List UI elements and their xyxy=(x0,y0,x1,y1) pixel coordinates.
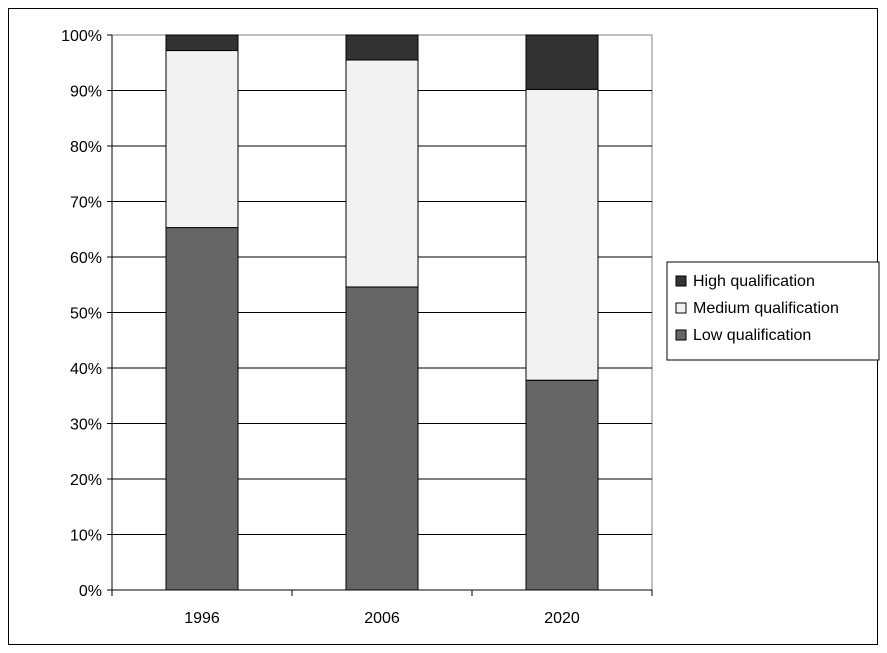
legend-label: Low qualification xyxy=(693,327,811,344)
bar-segment xyxy=(165,34,239,52)
y-tick-label: 20% xyxy=(70,472,102,489)
legend-swatch xyxy=(675,329,687,341)
y-tick-label: 10% xyxy=(70,528,102,545)
y-tick-label: 40% xyxy=(70,361,102,378)
legend-swatch xyxy=(675,275,687,287)
bar-segment xyxy=(165,227,239,591)
bar-segment xyxy=(345,34,419,61)
y-tick-label: 60% xyxy=(70,250,102,267)
y-tick-label: 50% xyxy=(70,306,102,323)
bar-segment xyxy=(525,88,599,381)
bar-segment xyxy=(345,286,419,591)
y-tick-label: 30% xyxy=(70,417,102,434)
legend-label: High qualification xyxy=(693,273,815,290)
bar-segment xyxy=(345,59,419,288)
legend-swatch xyxy=(675,302,687,314)
legend-label: Medium qualification xyxy=(693,300,839,317)
y-tick-label: 70% xyxy=(70,195,102,212)
legend: High qualification Medium qualification Lo… xyxy=(666,261,880,361)
y-tick-label: 100% xyxy=(61,28,102,45)
y-tick-label: 90% xyxy=(70,84,102,101)
y-tick-label: 80% xyxy=(70,139,102,156)
y-tick-label: 0% xyxy=(79,583,102,600)
axes: 0% 10% 20% 30% 40% 50% 60% 70% 80% 90% 100% 1996 200… xyxy=(61,28,653,627)
x-tick-label: 2020 xyxy=(544,610,580,627)
legend-box xyxy=(666,261,880,361)
bar-segment xyxy=(525,34,599,90)
bar-segment xyxy=(525,379,599,591)
x-tick-label: 2006 xyxy=(364,610,400,627)
bar-segment xyxy=(165,50,239,229)
x-tick-label: 1996 xyxy=(184,610,220,627)
bars xyxy=(165,34,599,591)
